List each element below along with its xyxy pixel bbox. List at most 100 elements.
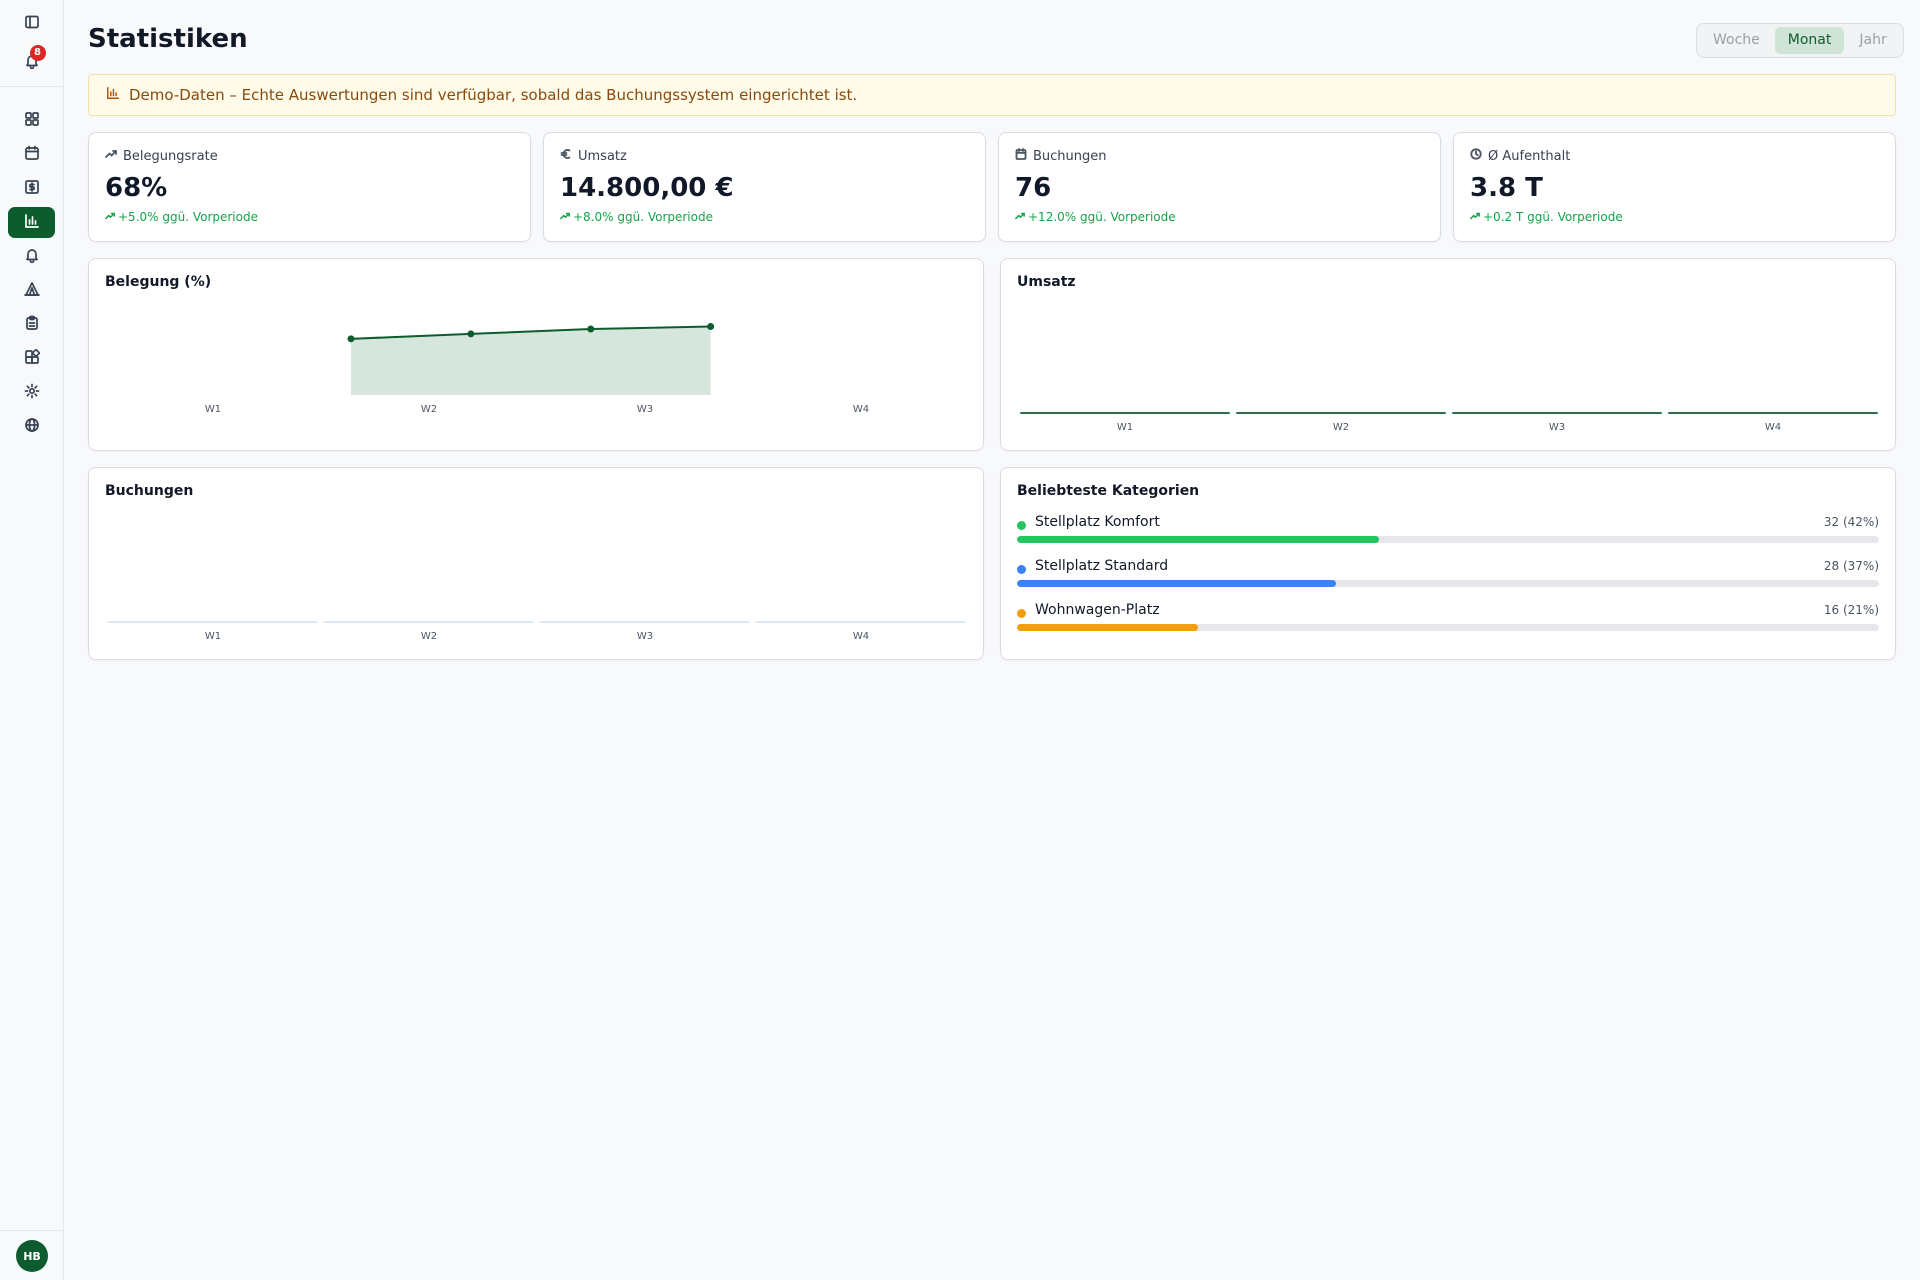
gear-icon	[24, 383, 40, 403]
sidebar-item-alerts[interactable]	[8, 241, 55, 272]
category-bar	[1017, 536, 1380, 543]
trend-up-icon	[560, 210, 570, 224]
period-week-button[interactable]: Woche	[1713, 32, 1760, 48]
occupancy-point	[707, 323, 715, 331]
period-month-button[interactable]: Monat	[1774, 27, 1845, 54]
stat-label: Umsatz	[578, 148, 627, 164]
stat-delta: +5.0% ggü. Vorperiode	[118, 210, 258, 224]
clipboard-icon	[24, 315, 40, 335]
category-name: Wohnwagen-Platz	[1035, 602, 1160, 618]
category-bar	[1017, 580, 1336, 587]
x-tick-label: W4	[853, 631, 869, 642]
sidebar-divider	[0, 86, 64, 87]
bar	[324, 621, 534, 623]
occupancy-line	[350, 325, 711, 340]
category-bar	[1017, 624, 1199, 631]
x-tick-label: W2	[421, 404, 437, 415]
stat-label: Belegungsrate	[123, 148, 218, 164]
category-row: Stellplatz Standard 28 (37%)	[1017, 558, 1879, 602]
x-tick-label: W2	[421, 631, 437, 642]
stat-card-revenue: Umsatz 14.800,00 € +8.0% ggü. Vorperiode	[543, 132, 986, 242]
sidebar-item-tasks[interactable]	[8, 309, 55, 340]
sidebar-item-settings[interactable]	[8, 377, 55, 408]
sidebar-item-finance[interactable]	[8, 173, 55, 204]
dollar-icon	[24, 179, 40, 199]
extensions-icon	[24, 348, 40, 369]
stat-delta: +8.0% ggü. Vorperiode	[573, 210, 713, 224]
x-tick-label: W3	[637, 631, 653, 642]
occupancy-point	[347, 335, 355, 343]
stat-label: Buchungen	[1033, 148, 1107, 164]
tent-icon	[23, 281, 40, 301]
x-tick-label: W3	[1549, 422, 1565, 433]
revenue-chart: W1 W2 W3 W4	[1020, 412, 1878, 433]
bell-icon	[24, 247, 40, 267]
category-row: Wohnwagen-Platz 16 (21%)	[1017, 602, 1879, 646]
panel-toggle-icon	[24, 14, 40, 34]
x-tick-label: W1	[1117, 422, 1133, 433]
category-name: Stellplatz Standard	[1035, 558, 1169, 574]
sidebar: 8 HB	[0, 0, 64, 1280]
stat-value: 68%	[105, 173, 168, 203]
chart-title: Belegung (%)	[105, 274, 212, 290]
x-tick-label: W2	[1333, 422, 1349, 433]
category-count: 28 (37%)	[1823, 559, 1879, 573]
sidebar-item-calendar[interactable]	[8, 139, 55, 170]
page-title: Statistiken	[88, 24, 248, 54]
sidebar-item-website[interactable]	[8, 411, 55, 442]
category-count: 16 (21%)	[1823, 603, 1879, 617]
category-row: Stellplatz Komfort 32 (42%)	[1017, 514, 1879, 558]
demo-data-banner: Demo-Daten – Echte Auswertungen sind ver…	[88, 74, 1896, 116]
categories-card: Beliebteste Kategorien Stellplatz Komfor…	[1000, 467, 1896, 660]
sidebar-footer-divider	[0, 1230, 64, 1231]
bar-chart-icon	[24, 213, 40, 233]
category-dot	[1017, 609, 1026, 618]
revenue-chart-card: Umsatz W1 W2 W3 W4	[1000, 258, 1896, 451]
panel-toggle-button[interactable]	[8, 8, 55, 39]
category-track	[1017, 536, 1879, 543]
x-tick-label: W4	[1765, 422, 1781, 433]
avatar[interactable]: HB	[16, 1240, 48, 1272]
stat-card-avg-stay: Ø Aufenthalt 3.8 T +0.2 T ggü. Vorperiod…	[1453, 132, 1896, 242]
bookings-chart-card: Buchungen W1 W2 W3 W4	[88, 467, 984, 660]
stat-card-occupancy: Belegungsrate 68% +5.0% ggü. Vorperiode	[88, 132, 531, 242]
x-tick-label: W1	[205, 404, 221, 415]
period-year-button[interactable]: Jahr	[1859, 32, 1887, 48]
sidebar-item-statistics[interactable]	[8, 207, 55, 238]
stat-value: 76	[1015, 173, 1052, 203]
bar	[1452, 412, 1662, 414]
category-dot	[1017, 521, 1026, 530]
occupancy-chart-card: Belegung (%) W1 W2 W3 W4	[88, 258, 984, 451]
stat-value: 3.8 T	[1470, 173, 1543, 203]
bar	[540, 621, 750, 623]
stat-delta: +12.0% ggü. Vorperiode	[1028, 210, 1176, 224]
dashboard-icon	[24, 111, 40, 131]
chart-title: Umsatz	[1017, 274, 1076, 290]
notifications-button[interactable]: 8	[8, 44, 55, 76]
occupancy-point	[467, 330, 475, 338]
globe-icon	[24, 417, 40, 437]
stat-label: Ø Aufenthalt	[1488, 148, 1571, 164]
occupancy-chart: W1 W2 W3 W4	[205, 323, 869, 415]
calendar-icon	[24, 145, 40, 165]
stat-value: 14.800,00 €	[560, 173, 734, 203]
stat-delta: +0.2 T ggü. Vorperiode	[1483, 210, 1623, 224]
chart-title: Beliebteste Kategorien	[1017, 483, 1200, 499]
category-dot	[1017, 565, 1026, 574]
sidebar-item-extensions[interactable]	[8, 343, 55, 374]
sidebar-item-pitches[interactable]	[8, 275, 55, 306]
trend-up-icon	[1015, 210, 1025, 224]
occupancy-area	[351, 326, 711, 395]
sidebar-item-dashboard[interactable]	[8, 105, 55, 136]
bar	[1020, 412, 1230, 414]
bar-chart-icon	[106, 86, 120, 104]
bell-icon: 8	[24, 44, 46, 69]
trend-up-icon	[105, 148, 117, 164]
calendar-icon	[1015, 148, 1027, 164]
notification-badge: 8	[29, 44, 46, 61]
category-track	[1017, 624, 1879, 631]
bar	[1668, 412, 1878, 414]
banner-text: Demo-Daten – Echte Auswertungen sind ver…	[129, 86, 858, 104]
stat-card-bookings: Buchungen 76 +12.0% ggü. Vorperiode	[998, 132, 1441, 242]
category-track	[1017, 580, 1879, 587]
